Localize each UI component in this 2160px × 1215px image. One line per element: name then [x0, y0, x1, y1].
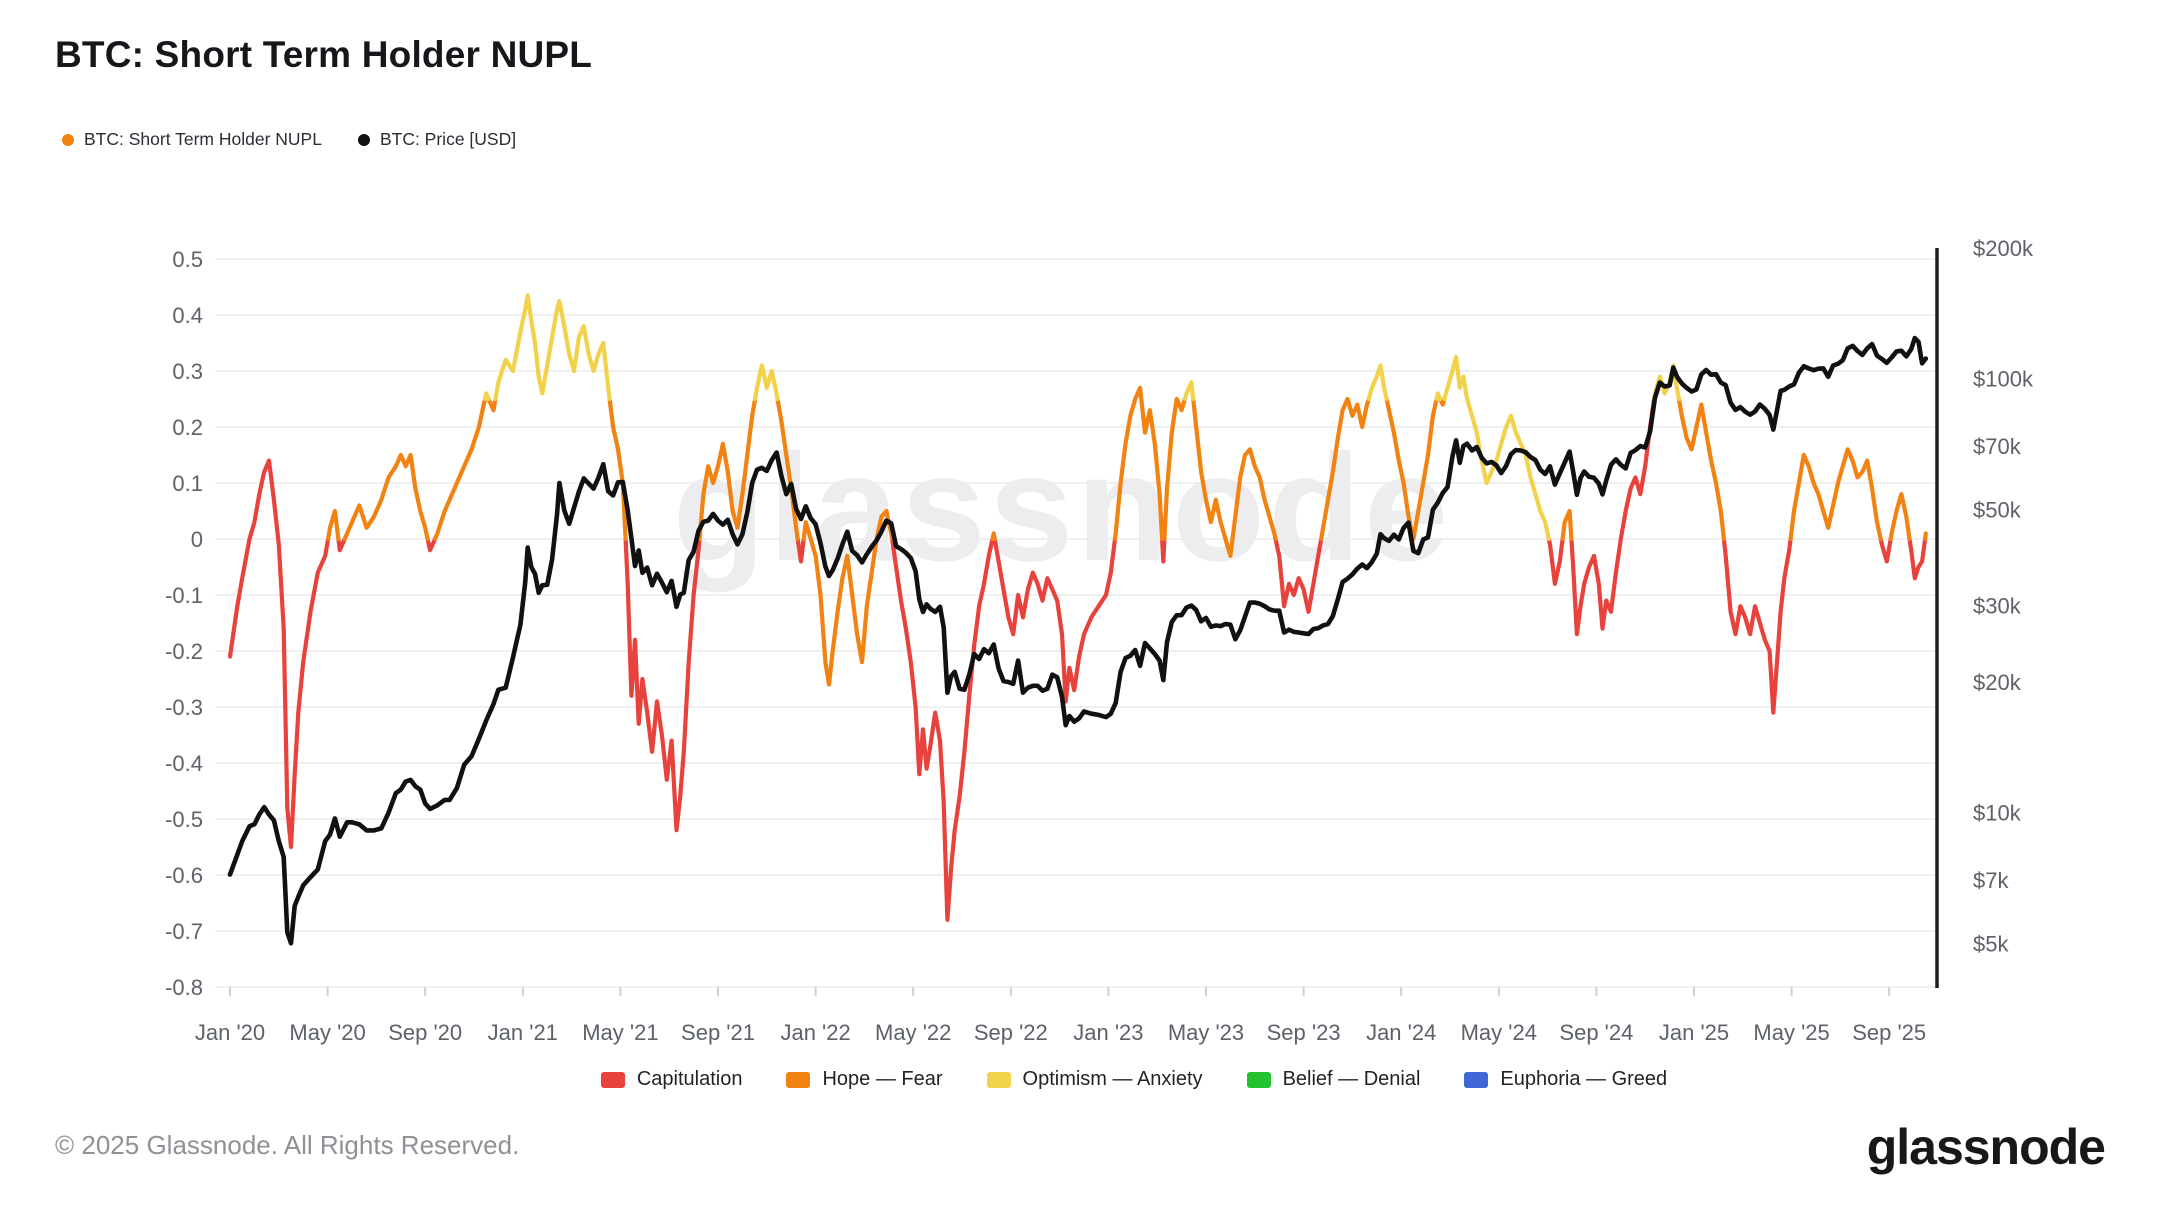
svg-text:$7k: $7k	[1973, 868, 2009, 893]
svg-text:0.1: 0.1	[172, 471, 203, 496]
page-title: BTC: Short Term Holder NUPL	[55, 34, 593, 75]
svg-text:0.2: 0.2	[172, 415, 203, 440]
svg-text:Jan '21: Jan '21	[488, 1020, 558, 1045]
gridlines	[215, 258, 1937, 988]
band-swatch-icon	[986, 1071, 1011, 1088]
svg-text:-0.3: -0.3	[165, 695, 203, 720]
svg-text:$200k: $200k	[1973, 236, 2034, 261]
svg-text:Jan '24: Jan '24	[1366, 1020, 1436, 1045]
svg-text:Jan '23: Jan '23	[1073, 1020, 1143, 1045]
top-legend-item: BTC: Price [USD]	[357, 129, 517, 150]
svg-text:$5k: $5k	[1973, 931, 2009, 956]
svg-text:$10k: $10k	[1973, 801, 2022, 826]
band-legend-label: Capitulation	[636, 1068, 743, 1090]
band-swatch-icon	[600, 1071, 625, 1088]
svg-text:$100k: $100k	[1973, 367, 2034, 392]
band-legend-item: Capitulation	[600, 1068, 743, 1091]
nupl-segment-hope	[326, 385, 1928, 687]
top-legend: BTC: Short Term Holder NUPL BTC: Price […	[62, 129, 516, 150]
nupl-line	[227, 293, 1928, 922]
svg-text:Sep '22: Sep '22	[974, 1020, 1048, 1045]
svg-text:-0.7: -0.7	[165, 919, 203, 944]
band-legend-item: Euphoria — Greed	[1464, 1068, 1667, 1091]
top-legend-item: BTC: Short Term Holder NUPL	[62, 129, 322, 150]
svg-text:May '23: May '23	[1168, 1020, 1244, 1045]
band-swatch-icon	[1246, 1071, 1271, 1088]
svg-text:0.5: 0.5	[172, 247, 203, 272]
band-swatch-icon	[1464, 1071, 1489, 1088]
svg-text:$50k: $50k	[1973, 497, 2022, 522]
svg-text:May '21: May '21	[582, 1020, 658, 1045]
svg-text:Sep '23: Sep '23	[1267, 1020, 1341, 1045]
band-legend-item: Optimism — Anxiety	[986, 1068, 1203, 1091]
price-line	[227, 335, 1929, 946]
svg-text:$20k: $20k	[1973, 670, 2022, 695]
svg-text:-0.5: -0.5	[165, 807, 203, 832]
svg-text:0.3: 0.3	[172, 359, 203, 384]
svg-text:$70k: $70k	[1973, 434, 2022, 459]
copyright-text: © 2025 Glassnode. All Rights Reserved.	[55, 1130, 520, 1160]
watermark-text: glassnode	[673, 423, 1452, 593]
top-legend-label: BTC: Short Term Holder NUPL	[84, 129, 322, 149]
svg-text:-0.4: -0.4	[165, 751, 203, 776]
band-legend-label: Hope — Fear	[822, 1068, 943, 1090]
series-dot-icon	[357, 133, 370, 146]
svg-text:-0.1: -0.1	[165, 583, 203, 608]
svg-text:Sep '25: Sep '25	[1852, 1020, 1926, 1045]
svg-text:-0.8: -0.8	[165, 975, 203, 1000]
band-swatch-icon	[786, 1071, 811, 1088]
band-legend-label: Belief — Denial	[1282, 1068, 1421, 1090]
right-axis-tick-labels: $200k $100k $70k $50k $30k $20k $10k $7k $5k	[1973, 236, 2034, 956]
band-legend-item: Hope — Fear	[786, 1068, 943, 1091]
band-legend: Capitulation Hope — Fear Optimism — Anxi…	[273, 1068, 1995, 1091]
svg-text:0.4: 0.4	[172, 303, 203, 328]
svg-text:May '25: May '25	[1753, 1020, 1829, 1045]
svg-text:-0.6: -0.6	[165, 863, 203, 888]
band-legend-item: Belief — Denial	[1246, 1068, 1421, 1091]
svg-text:May '24: May '24	[1461, 1020, 1537, 1045]
svg-text:-0.2: -0.2	[165, 639, 203, 664]
svg-text:May '20: May '20	[289, 1020, 365, 1045]
svg-text:Jan '22: Jan '22	[780, 1020, 850, 1045]
left-axis-tick-labels: 0.5 0.4 0.3 0.2 0.1 0 -0.1 -0.2 -0.3 -0.4 -0.5 -0.6…	[165, 247, 203, 1000]
svg-text:Sep '24: Sep '24	[1559, 1020, 1633, 1045]
svg-text:Sep '21: Sep '21	[681, 1020, 755, 1045]
band-legend-label: Optimism — Anxiety	[1022, 1068, 1203, 1090]
svg-text:May '22: May '22	[875, 1020, 951, 1045]
band-legend-label: Euphoria — Greed	[1500, 1068, 1668, 1090]
svg-text:$30k: $30k	[1973, 594, 2022, 619]
svg-text:Jan '25: Jan '25	[1659, 1020, 1729, 1045]
x-axis-tick-labels: Jan '20 May '20 Sep '20 Jan '21 May '21 Sep '…	[195, 987, 1926, 1045]
svg-text:Jan '20: Jan '20	[195, 1020, 265, 1045]
svg-text:Sep '20: Sep '20	[388, 1020, 462, 1045]
series-dot-icon	[62, 133, 74, 146]
glassnode-wordmark: glassnode	[1866, 1119, 2106, 1175]
nupl-segment-capitulation	[227, 396, 1928, 922]
top-legend-label: BTC: Price [USD]	[379, 129, 517, 149]
svg-text:0: 0	[191, 527, 203, 552]
